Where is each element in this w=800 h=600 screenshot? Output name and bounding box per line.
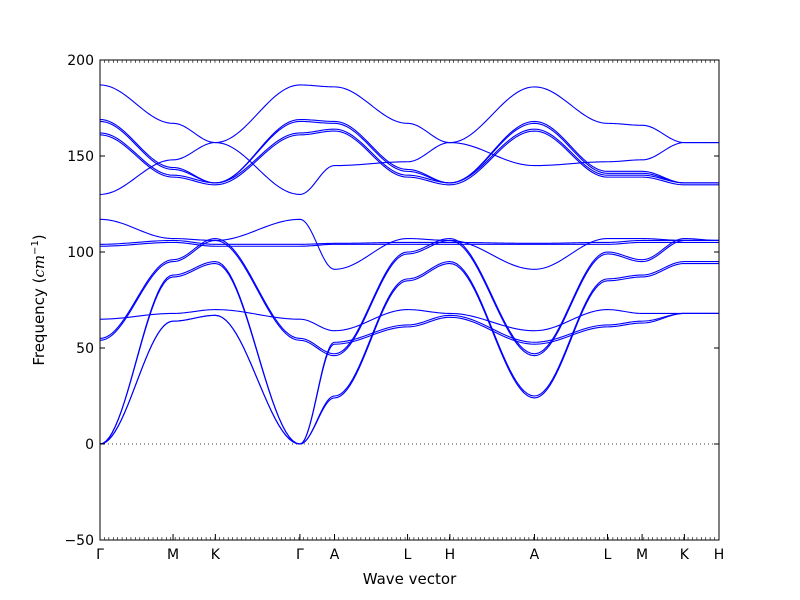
band-line-5 bbox=[99, 130, 719, 186]
band-line-10 bbox=[99, 238, 720, 355]
series-group bbox=[99, 84, 720, 445]
x-tick-label: K bbox=[680, 547, 690, 563]
band-line-4 bbox=[99, 128, 719, 184]
y-tick-label: 50 bbox=[76, 341, 94, 357]
x-tick-label: L bbox=[404, 547, 412, 563]
band-line-8 bbox=[99, 239, 719, 245]
x-tick-label: A bbox=[330, 547, 340, 563]
band-line-14 bbox=[99, 309, 719, 332]
y-axis-label-exp: −1 bbox=[30, 240, 41, 255]
x-tick-label: L bbox=[604, 547, 612, 563]
band-line-9 bbox=[99, 241, 719, 247]
band-line-11 bbox=[99, 239, 719, 357]
y-tick-label: −50 bbox=[64, 533, 94, 549]
band-line-6 bbox=[99, 142, 719, 195]
x-tick-label: A bbox=[530, 547, 540, 563]
y-axis-label-unit: cm bbox=[30, 255, 48, 278]
y-tick-label: 100 bbox=[67, 245, 94, 261]
x-tick-label: Γ bbox=[96, 547, 104, 563]
x-tick-label: M bbox=[167, 547, 179, 563]
x-axis-label: Wave vector bbox=[363, 570, 457, 588]
y-axis-label: Frequency (cm−1) bbox=[30, 234, 48, 365]
y-tick-label: 0 bbox=[85, 437, 94, 453]
x-tick-label: H bbox=[714, 547, 725, 563]
band-line-16 bbox=[99, 312, 719, 445]
x-tick-label: Γ bbox=[296, 547, 304, 563]
band-line-15 bbox=[99, 312, 719, 445]
y-tick-label: 200 bbox=[67, 53, 94, 69]
band-line-12 bbox=[99, 261, 719, 445]
y-axis-label-text: Frequency ( bbox=[30, 278, 48, 366]
y-tick-label: 150 bbox=[67, 149, 94, 165]
band-line-13 bbox=[99, 262, 719, 445]
x-tick-label: H bbox=[445, 547, 456, 563]
y-axis-label-close: ) bbox=[30, 234, 48, 240]
x-tick-label: M bbox=[636, 547, 648, 563]
band-line-1 bbox=[99, 84, 719, 144]
x-tick-label: K bbox=[211, 547, 221, 563]
